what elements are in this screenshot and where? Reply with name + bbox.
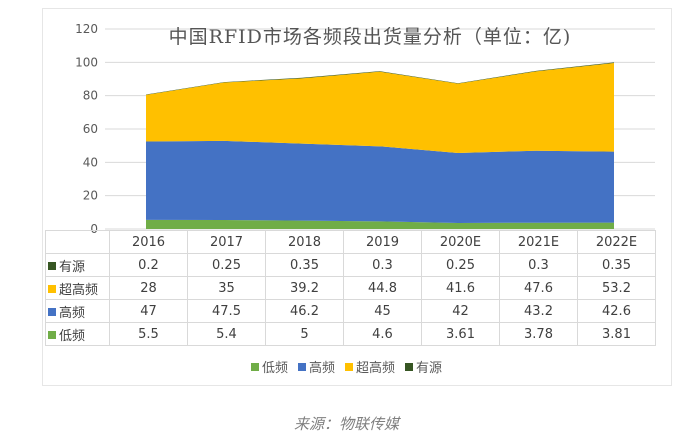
legend-item: 高频 [297,361,335,376]
series-name: 高频 [59,305,86,321]
legend-swatch [48,307,56,316]
y-tick-label: 100 [75,55,98,69]
data-label: 0.3 [499,253,578,277]
legend-label: 高频 [308,361,335,376]
chart-frame [42,8,672,386]
table-header-row: 2016 2017 2018 2019 2020E 2021E 2022E [45,230,656,254]
data-label: 43.2 [499,299,578,323]
x-tick-label: 2018 [265,230,344,254]
series-label: 超高频 [45,276,110,300]
y-tick-label: 60 [83,122,98,136]
x-tick-label: 2020E [421,230,500,254]
data-label: 5 [265,322,344,346]
legend-swatch [345,363,353,371]
data-label: 3.61 [421,322,500,346]
legend-swatch [48,261,56,270]
data-label: 0.25 [187,253,266,277]
data-label: 0.35 [577,253,656,277]
data-label: 42.6 [577,299,656,323]
data-label: 45 [343,299,422,323]
series-name: 超高频 [59,282,99,298]
data-label: 5.5 [109,322,188,346]
data-label: 47.5 [187,299,266,323]
y-tick-label: 40 [83,155,98,169]
data-label: 0.2 [109,253,188,277]
data-label: 5.4 [187,322,266,346]
x-tick-label: 2022E [577,230,656,254]
data-label: 0.35 [265,253,344,277]
data-label: 53.2 [577,276,656,300]
legend-item: 超高频 [345,361,395,376]
y-tick-label: 0 [90,222,98,236]
table-row: 低频 5.5 5.4 5 4.6 3.61 3.78 3.81 [45,322,656,346]
x-tick-label: 2021E [499,230,578,254]
data-label: 47 [109,299,188,323]
area-series-0 [146,219,614,229]
legend-label: 超高频 [356,361,396,376]
data-label: 39.2 [265,276,344,300]
legend-item: 低频 [250,361,288,376]
series-name: 低频 [59,328,86,344]
data-label: 3.78 [499,322,578,346]
data-table: 2016 2017 2018 2019 2020E 2021E 2022E 有源 0.2 0.25… [45,230,656,346]
data-label: 41.6 [421,276,500,300]
legend-swatch [297,363,306,371]
table-corner [45,230,110,254]
series-label: 有源 [45,253,110,277]
data-label: 0.3 [343,253,422,277]
legend-swatch [48,284,56,293]
x-tick-label: 2016 [109,230,188,254]
y-tick-label: 20 [83,189,98,203]
data-label: 0.25 [421,253,500,277]
y-tick-label: 120 [75,22,98,36]
table-row: 超高频 28 35 39.2 44.8 41.6 47.6 53.2 [45,276,656,300]
table-row: 有源 0.2 0.25 0.35 0.3 0.25 0.3 0.35 [45,253,656,277]
legend-label: 有源 [416,361,443,376]
chart-title: 中国RFID市场各频段出货量分析（单位：亿) [168,26,572,48]
y-tick-label: 80 [83,89,98,103]
table-row: 高频 47 47.5 46.2 45 42 43.2 42.6 [45,299,656,323]
data-label: 42 [421,299,500,323]
legend-swatch [250,363,259,371]
data-label: 28 [109,276,188,300]
data-label: 35 [187,276,266,300]
series-label: 高频 [45,299,110,323]
data-label: 4.6 [343,322,422,346]
data-label: 47.6 [499,276,578,300]
source-note: 来源：物联传媒 [293,415,399,433]
data-label: 3.81 [577,322,656,346]
legend-item: 有源 [405,361,442,376]
legend-swatch [405,363,414,371]
x-tick-label: 2019 [343,230,422,254]
area-series-2 [146,62,614,153]
data-label: 46.2 [265,299,344,323]
legend-swatch [48,330,56,339]
series-label: 低频 [45,322,110,346]
x-tick-label: 2017 [187,230,266,254]
area-series-1 [146,140,614,223]
series-name: 有源 [59,259,86,275]
legend: 低频 高频 超高频 有源 [0,357,693,376]
data-label: 44.8 [343,276,422,300]
legend-label: 低频 [261,361,288,376]
